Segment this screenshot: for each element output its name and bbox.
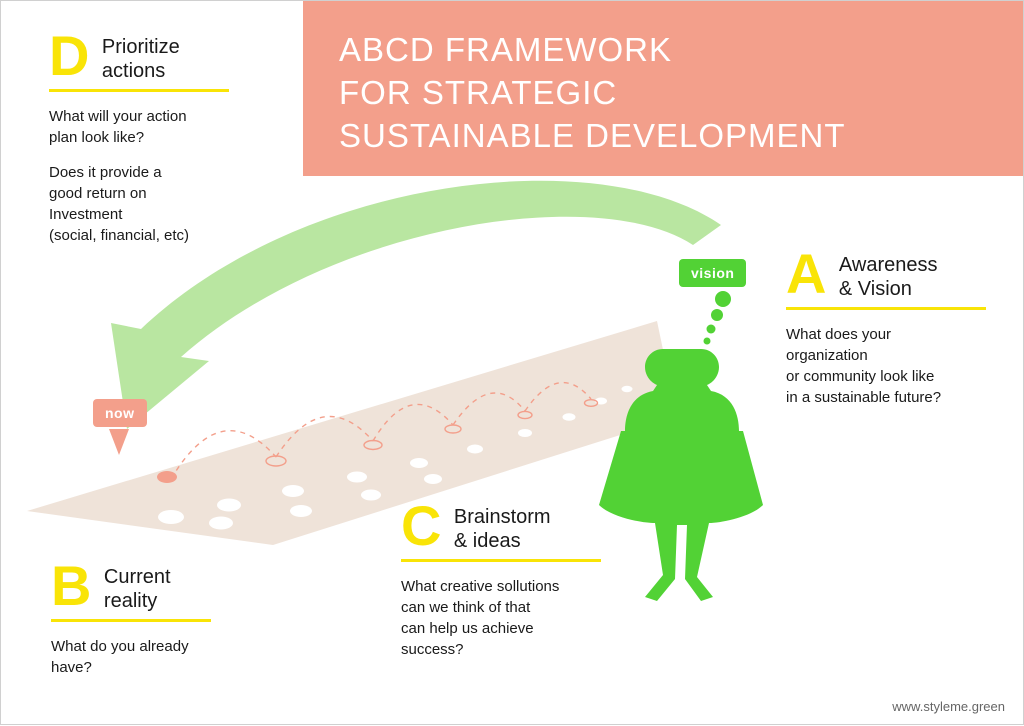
heading-a-1: Awareness bbox=[839, 253, 938, 277]
heading-b-1: Current bbox=[104, 565, 171, 589]
section-c: C Brainstorm & ideas What creative sollu… bbox=[401, 501, 601, 660]
thought-bubbles bbox=[704, 291, 732, 345]
underline-a bbox=[786, 307, 986, 310]
footer-url: www.styleme.green bbox=[892, 699, 1005, 714]
underline-c bbox=[401, 559, 601, 562]
letter-b: B bbox=[51, 561, 91, 611]
now-dot bbox=[157, 471, 177, 483]
body-d: What will your action plan look like? Do… bbox=[49, 106, 229, 246]
heading-d-2: actions bbox=[102, 59, 180, 83]
letter-c: C bbox=[401, 501, 441, 551]
body-c: What creative sollutions can we think of… bbox=[401, 576, 601, 660]
now-pointer bbox=[109, 429, 129, 455]
letter-d: D bbox=[49, 31, 89, 81]
letter-a: A bbox=[786, 249, 826, 299]
body-b: What do you already have? bbox=[51, 636, 211, 678]
underline-b bbox=[51, 619, 211, 622]
heading-c-2: & ideas bbox=[454, 529, 551, 553]
heading-a-2: & Vision bbox=[839, 277, 938, 301]
vision-tag: vision bbox=[679, 259, 746, 287]
body-a: What does your organization or community… bbox=[786, 324, 986, 408]
heading-c-1: Brainstorm bbox=[454, 505, 551, 529]
underline-d bbox=[49, 89, 229, 92]
heading-d-1: Prioritize bbox=[102, 35, 180, 59]
heading-b-2: reality bbox=[104, 589, 171, 613]
section-d: D Prioritize actions What will your acti… bbox=[49, 31, 229, 246]
section-b: B Current reality What do you already ha… bbox=[51, 561, 211, 678]
now-tag: now bbox=[93, 399, 147, 427]
section-a: A Awareness & Vision What does your orga… bbox=[786, 249, 986, 408]
